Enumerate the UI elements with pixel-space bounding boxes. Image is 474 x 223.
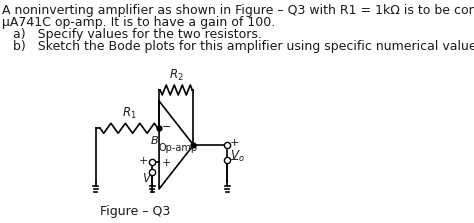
Text: +: + bbox=[230, 138, 240, 148]
Text: μA741C op-amp. It is to have a gain of 100.: μA741C op-amp. It is to have a gain of 1… bbox=[2, 16, 275, 29]
Text: A noninverting amplifier as shown in Figure – Q3 with R1 = 1kΩ is to be construc: A noninverting amplifier as shown in Fig… bbox=[2, 4, 474, 17]
Text: Op-amp: Op-amp bbox=[158, 143, 198, 153]
Text: $V_i$: $V_i$ bbox=[142, 172, 154, 187]
Text: $V_o$: $V_o$ bbox=[230, 149, 245, 164]
Text: −: − bbox=[162, 122, 171, 132]
Text: +: + bbox=[162, 158, 171, 168]
Text: B: B bbox=[150, 136, 158, 146]
Text: +: + bbox=[139, 156, 148, 166]
Text: b)   Sketch the Bode plots for this amplifier using specific numerical values.: b) Sketch the Bode plots for this amplif… bbox=[12, 40, 474, 53]
Text: $R_1$: $R_1$ bbox=[122, 106, 137, 121]
Text: $R_2$: $R_2$ bbox=[169, 68, 183, 83]
Text: a)   Specify values for the two resistors.: a) Specify values for the two resistors. bbox=[12, 28, 261, 41]
Text: −: − bbox=[230, 155, 240, 165]
Text: Figure – Q3: Figure – Q3 bbox=[100, 205, 170, 218]
